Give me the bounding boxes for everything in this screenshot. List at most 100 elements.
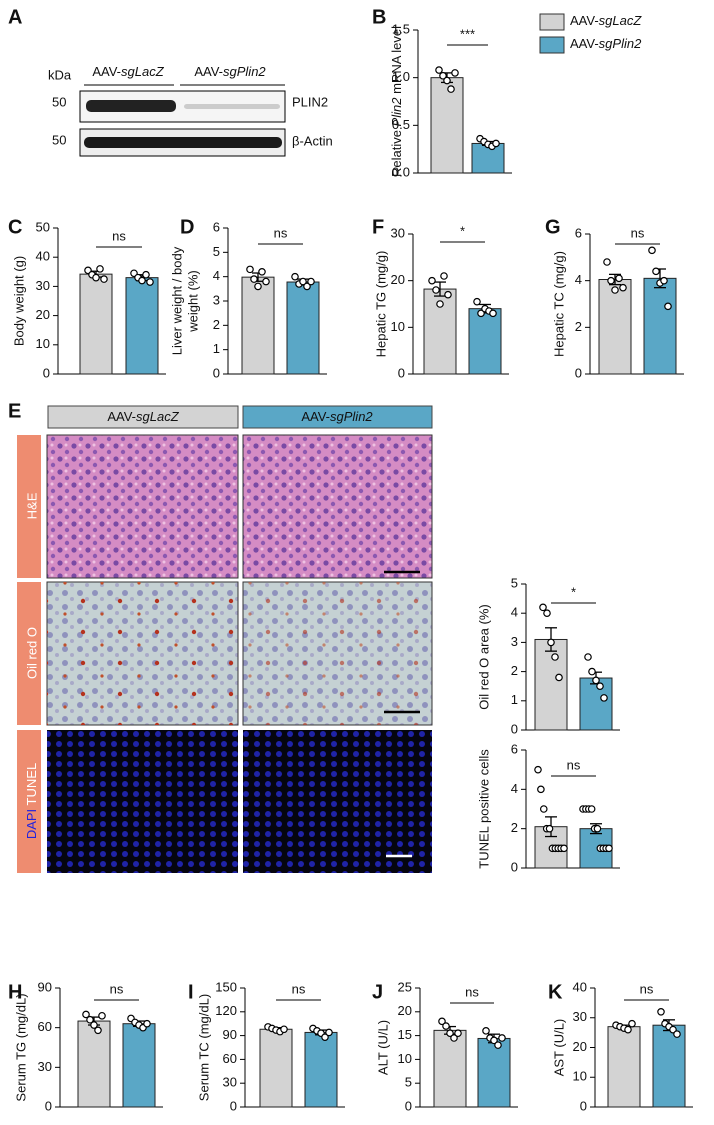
data-point <box>138 276 146 285</box>
y-tick-label: 6 <box>213 219 220 234</box>
y-tick-label: 0 <box>213 365 220 380</box>
data-point <box>307 277 315 286</box>
panel-letter: J <box>372 981 383 1003</box>
data-point <box>258 267 266 276</box>
significance-label: * <box>460 223 465 238</box>
y-axis-label: AST (U/L) <box>551 1019 566 1077</box>
data-point <box>450 1034 458 1042</box>
data-point <box>611 286 619 294</box>
data-point <box>673 1030 681 1038</box>
blot-unit: kDa <box>48 67 72 82</box>
data-point <box>86 1015 94 1024</box>
panel-letter: A <box>8 6 22 28</box>
bar <box>241 276 275 375</box>
bar <box>259 1028 293 1108</box>
blot-label: β-Actin <box>292 133 333 148</box>
legend-prefix: AAV- <box>570 36 599 51</box>
data-point <box>94 1026 102 1035</box>
significance-label: ns <box>274 225 288 240</box>
y-tick-label: 0 <box>230 1098 237 1113</box>
data-point <box>143 1019 151 1028</box>
y-label-part: Plin2 <box>389 97 404 127</box>
data-point <box>537 785 545 794</box>
bar <box>304 1031 338 1108</box>
panel-letter: B <box>372 6 386 28</box>
data-point <box>657 1007 665 1016</box>
y-axis-label: Serum TC (mg/dL) <box>196 994 211 1101</box>
data-point <box>100 275 108 283</box>
y-tick-label: 6 <box>511 741 518 756</box>
y-axis-label: ALT (U/L) <box>375 1020 390 1075</box>
y-tick-label: 6 <box>575 225 582 240</box>
y-tick-label: 0 <box>580 1098 587 1113</box>
bar <box>122 1023 156 1108</box>
legend-label: AAV-sgLacZ <box>570 13 642 28</box>
panel-letter: H <box>8 981 22 1003</box>
data-point <box>254 282 262 291</box>
group-header <box>242 405 433 429</box>
data-point <box>605 844 613 853</box>
row-label-box <box>17 730 41 873</box>
row-label-box <box>17 582 41 725</box>
y-tick-label: 5 <box>405 1075 412 1090</box>
y-tick-label: 2 <box>511 820 518 835</box>
data-point <box>436 300 444 308</box>
significance-label: ns <box>110 981 124 996</box>
bar <box>579 677 613 731</box>
y-tick-label: 30 <box>223 1075 237 1090</box>
bar <box>534 638 568 731</box>
data-point <box>96 265 104 273</box>
y-tick-label: 4 <box>511 605 518 620</box>
significance-label: ns <box>567 757 581 772</box>
data-point <box>492 139 500 148</box>
y-tick-label: 1.5 <box>392 21 410 36</box>
legend-swatch <box>539 36 565 54</box>
blot-group: AAV-sgLacZ <box>92 64 164 79</box>
y-tick-label: 60 <box>223 1051 237 1066</box>
data-point <box>473 297 481 306</box>
data-point <box>619 283 627 292</box>
panel-letter: I <box>188 981 194 1003</box>
y-tick-label: 0 <box>45 1098 52 1113</box>
legend-italic: sgLacZ <box>599 13 643 28</box>
y-tick-label: 0 <box>575 365 582 380</box>
y-axis-label: Liver weight / body <box>169 246 184 355</box>
data-point <box>443 76 451 85</box>
micrograph <box>243 730 432 873</box>
data-point <box>440 272 448 280</box>
significance-label: ns <box>640 981 654 996</box>
y-tick-label: 10 <box>398 1051 412 1066</box>
significance-label: ns <box>292 981 306 996</box>
data-point <box>325 1028 333 1037</box>
y-tick-label: 4 <box>511 781 518 796</box>
panel-letter: K <box>548 981 563 1003</box>
data-point <box>146 278 154 286</box>
bar <box>652 1024 686 1108</box>
row-label: Oil red O <box>24 627 39 679</box>
data-point <box>299 277 307 286</box>
row-label: DAPI TUNEL <box>24 763 39 839</box>
y-axis-label: TUNEL positive cells <box>476 749 491 869</box>
blot-marker: 50 <box>52 132 66 147</box>
data-point <box>428 276 436 285</box>
data-point <box>482 1027 490 1035</box>
bar <box>77 1020 111 1108</box>
y-tick-label: 4 <box>575 272 582 287</box>
panel-letter: E <box>8 400 21 422</box>
y-axis-label: weight (%) <box>185 270 200 332</box>
data-point <box>494 1041 502 1049</box>
data-point <box>547 638 555 647</box>
data-point <box>303 282 311 291</box>
y-tick-label: 0.0 <box>392 164 410 179</box>
row-label: H&E <box>24 492 39 519</box>
data-point <box>615 274 623 283</box>
y-tick-label: 20 <box>391 272 405 287</box>
significance-label: * <box>571 584 576 599</box>
data-point <box>246 265 254 274</box>
data-point <box>592 676 600 685</box>
micrograph <box>242 434 433 579</box>
y-tick-label: 90 <box>223 1027 237 1042</box>
y-axis-label: Relative Plin2 mRNA level <box>389 26 404 177</box>
